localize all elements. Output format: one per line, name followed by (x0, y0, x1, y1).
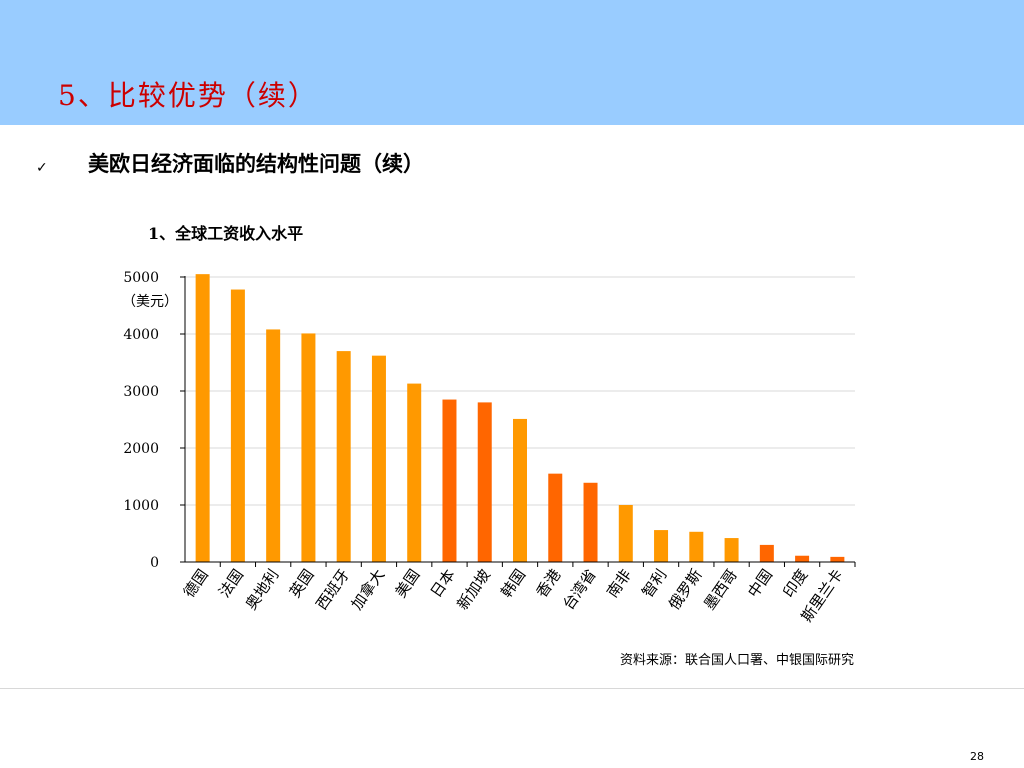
bars (195, 274, 845, 562)
x-tick-label: 智利 (638, 566, 670, 601)
bar-香港 (548, 473, 563, 562)
x-tick-label: 俄罗斯 (665, 566, 706, 613)
slide-title: 5、比较优势（续） (58, 79, 318, 112)
x-tick-label: 印度 (779, 566, 811, 601)
bar-南非 (618, 505, 633, 562)
x-tick-label: 台湾省 (559, 566, 600, 613)
x-tick-label: 法国 (215, 566, 247, 601)
y-tick-label: 0 (150, 555, 159, 571)
checkmark-icon: ✓ (36, 160, 48, 176)
bar-台湾省 (583, 482, 598, 562)
footer-divider (0, 688, 1024, 689)
x-tick-label: 韩国 (497, 566, 529, 601)
x-tick-label: 南非 (603, 566, 635, 601)
x-tick-label: 新加坡 (453, 566, 494, 613)
bar-印度 (795, 555, 810, 562)
y-ticks: 0 1000 2000 3000 4000 5000 (123, 270, 185, 571)
bar-日本 (442, 399, 457, 562)
bar-中国 (759, 544, 774, 562)
y-tick-label: 4000 (123, 327, 159, 343)
bar-法国 (230, 289, 245, 562)
x-tick-label: 美国 (392, 566, 424, 601)
y-axis-unit: （美元） (122, 294, 178, 310)
page-number: 28 (970, 750, 984, 763)
x-tick-label: 香港 (533, 566, 565, 601)
x-tick-label: 墨西哥 (700, 566, 741, 613)
bar-韩国 (513, 418, 527, 562)
bullet-text: 美欧日经济面临的结构性问题（续） (88, 151, 424, 176)
y-tick-label: 3000 (123, 384, 159, 400)
axes (184, 276, 855, 563)
chart-title: 1、全球工资收入水平 (148, 224, 304, 243)
x-tick-label: 西班牙 (312, 566, 353, 613)
x-tick-label: 中国 (744, 566, 776, 601)
x-tick-label: 英国 (286, 566, 318, 601)
x-tick-label: 奥地利 (242, 566, 283, 613)
x-tick-label: 加拿大 (348, 566, 389, 613)
bar-加拿大 (371, 355, 386, 562)
bar-美国 (407, 383, 422, 562)
bar-德国 (195, 274, 210, 562)
bar-新加坡 (477, 402, 492, 562)
x-tick-label: 日本 (427, 566, 459, 601)
x-labels: 德国 法国奥地利 英国西班牙加拿大 美国 日本新加坡 韩国 香港台湾省 南非 智利俄罗斯墨西哥中… (180, 562, 856, 625)
y-tick-label: 1000 (123, 498, 159, 514)
x-tick-label: 德国 (180, 566, 212, 601)
y-tick-label: 5000 (123, 270, 159, 286)
header-band (0, 0, 1024, 125)
y-tick-label: 2000 (123, 441, 159, 457)
bar-斯里兰卡 (830, 556, 845, 562)
bar-英国 (301, 333, 316, 562)
bar-奥地利 (266, 329, 281, 562)
bar-墨西哥 (724, 538, 739, 562)
bar-俄罗斯 (689, 531, 704, 562)
bar-西班牙 (336, 351, 351, 562)
source-note: 资料来源：联合国人口署、中银国际研究 (620, 653, 855, 668)
bar-智利 (654, 530, 669, 562)
